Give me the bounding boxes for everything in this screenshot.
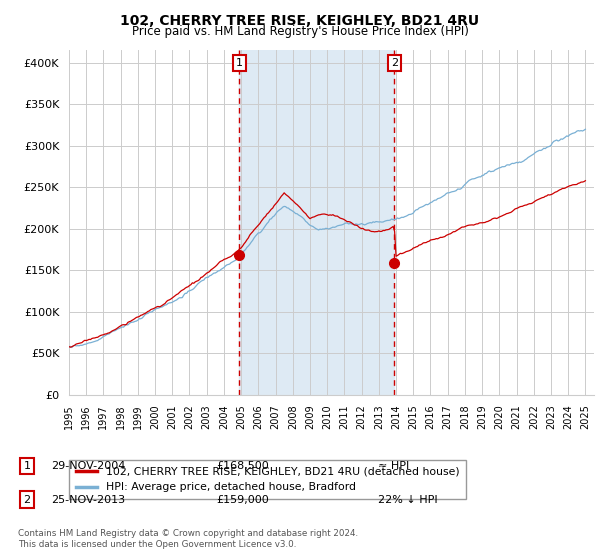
Text: 29-NOV-2004: 29-NOV-2004 xyxy=(51,461,125,471)
Text: 2: 2 xyxy=(391,58,398,68)
Text: 22% ↓ HPI: 22% ↓ HPI xyxy=(378,494,437,505)
Text: 102, CHERRY TREE RISE, KEIGHLEY, BD21 4RU: 102, CHERRY TREE RISE, KEIGHLEY, BD21 4R… xyxy=(121,14,479,28)
Text: Price paid vs. HM Land Registry's House Price Index (HPI): Price paid vs. HM Land Registry's House … xyxy=(131,25,469,38)
Text: 2: 2 xyxy=(23,494,31,505)
Text: 1: 1 xyxy=(23,461,31,471)
Text: 1: 1 xyxy=(236,58,243,68)
Text: £168,500: £168,500 xyxy=(216,461,269,471)
Text: £159,000: £159,000 xyxy=(216,494,269,505)
Text: Contains HM Land Registry data © Crown copyright and database right 2024.
This d: Contains HM Land Registry data © Crown c… xyxy=(18,529,358,549)
Bar xyxy=(239,50,394,395)
Legend: 102, CHERRY TREE RISE, KEIGHLEY, BD21 4RU (detached house), HPI: Average price, : 102, CHERRY TREE RISE, KEIGHLEY, BD21 4R… xyxy=(69,460,466,499)
Text: ≈ HPI: ≈ HPI xyxy=(378,461,409,471)
Text: 25-NOV-2013: 25-NOV-2013 xyxy=(51,494,125,505)
